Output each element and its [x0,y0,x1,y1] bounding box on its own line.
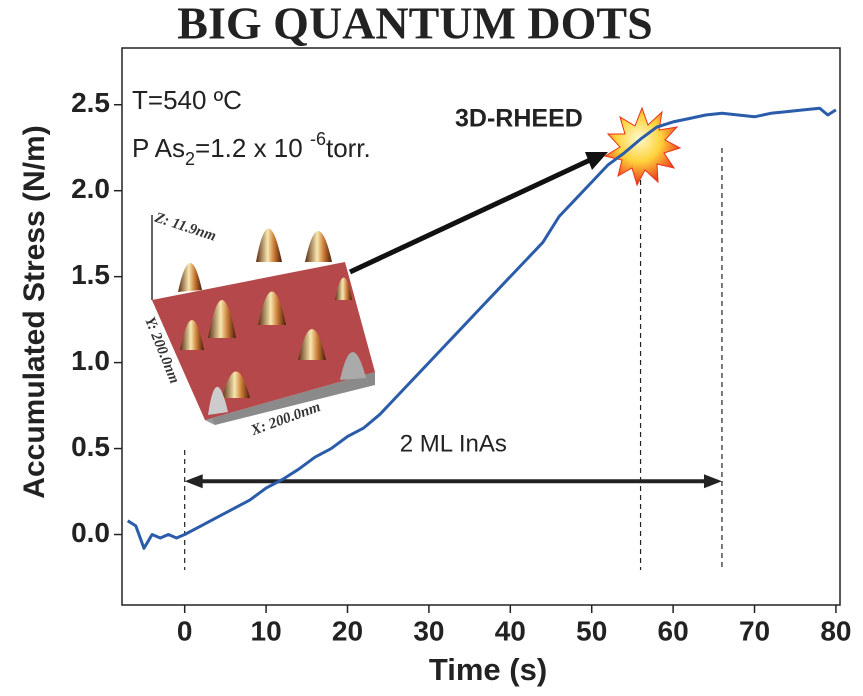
y-axis-label: Accumulated Stress (N/m) [18,125,51,498]
x-tick-label: 80 [820,615,851,646]
x-tick-label: 60 [658,615,689,646]
y-tick-label: 0.0 [71,517,110,548]
pointer-arrowhead [585,152,608,170]
inset-surface [152,262,375,420]
y-tick-label: 2.5 [71,87,110,118]
pressure-superscript: -6 [310,129,326,149]
x-tick-label: 10 [251,615,282,646]
inset-side [205,372,375,425]
x-tick-label: 20 [332,615,363,646]
y-tick-label: 2.0 [71,173,110,204]
y-tick-label: 1.0 [71,345,110,376]
inset-peak [256,228,282,262]
inset-peak [298,329,326,360]
pressure-text: P As [132,133,185,163]
inset-z-label: Z: 11.9nm [152,210,218,245]
rheed-label: 3D-RHEED [455,105,583,133]
inset-peak [222,371,250,398]
span-label: 2 ML InAs [400,431,507,458]
conditions: T=540 ºC [132,85,242,115]
inset-peak [340,351,366,380]
pressure-text: torr. [326,133,371,163]
inset-peak [335,277,352,300]
chart-title: BIG QUANTUM DOTS [177,0,652,49]
inset-peak [208,300,236,338]
rheed-burst [603,106,682,187]
span-arrowhead [703,474,722,489]
inset-peak [208,386,228,415]
pointer-arrow [348,157,592,275]
pressure-text: =1.2 x 10 [195,133,310,163]
x-tick-label: 40 [495,615,526,646]
pressure-subscript: 2 [185,149,195,169]
y-tick-label: 1.5 [71,259,110,290]
stress-line [126,106,837,550]
x-tick-label: 50 [576,615,607,646]
span-arrowhead [184,474,203,489]
inset-peak [258,291,286,325]
afm-inset: Z: 11.9nm Y: 200.0nm X: 200.0nm [141,210,375,439]
pressure: P As2=1.2 x 10 -6torr. [132,129,371,169]
x-tick-label: 0 [177,615,193,646]
x-tick-label: 30 [413,615,444,646]
inset-peak [305,231,332,262]
y-tick-label: 0.5 [71,431,110,462]
x-axis-label: Time (s) [429,652,547,687]
inset-peak [180,320,204,350]
plot-frame [121,47,841,606]
inset-peak [178,262,202,292]
x-tick-label: 70 [739,615,770,646]
